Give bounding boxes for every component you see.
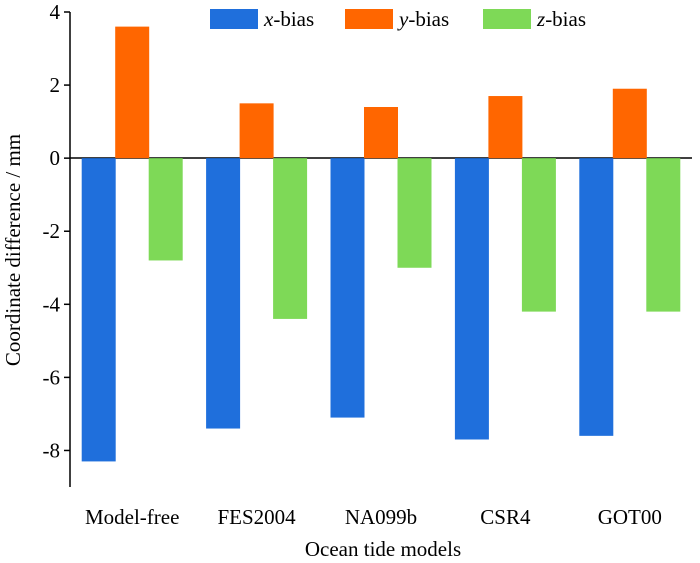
- x-tick-label: Model-free: [85, 505, 179, 529]
- bar-y-csr4: [488, 96, 523, 159]
- legend-swatch-x: [210, 9, 258, 29]
- bar-y-fes2004: [239, 103, 274, 159]
- x-tick-label: GOT00: [598, 505, 662, 529]
- bar-x-fes2004: [206, 158, 241, 429]
- legend-name-y: y-bias: [449, 25, 450, 26]
- legend-var-z: z: [536, 7, 545, 31]
- x-tick-label: FES2004: [218, 505, 297, 529]
- x-tick-label: NA099b: [345, 505, 417, 529]
- legend-label-x: x-biasx-bias: [263, 7, 315, 31]
- x-axis-title: Ocean tide models: [305, 537, 461, 561]
- legend-name-z: z-bias: [586, 25, 587, 26]
- bar-y-na099b: [364, 107, 398, 159]
- legend-suffix-y: -bias: [408, 7, 449, 31]
- bar-z-model-free: [148, 158, 183, 261]
- legend-swatch-y: [345, 9, 393, 29]
- bar-y-model-free: [115, 26, 150, 159]
- bar-z-got00: [646, 158, 681, 312]
- y-tick-label: 4: [50, 0, 61, 24]
- bar-z-na099b: [397, 158, 432, 268]
- y-axis-ticks: 4 2 0 -2 -4 -6 -8: [43, 0, 70, 462]
- y-tick-label: -6: [43, 365, 61, 389]
- bar-group: [81, 26, 681, 462]
- bar-x-model-free: [81, 158, 116, 462]
- bar-x-got00: [579, 158, 614, 436]
- bar-z-fes2004: [273, 158, 308, 319]
- y-tick-label: -8: [43, 438, 61, 462]
- legend-suffix-x: -bias: [273, 7, 314, 31]
- y-tick-label: -4: [43, 292, 61, 316]
- bar-y-got00: [612, 88, 647, 159]
- y-tick-label: 2: [50, 73, 61, 97]
- bar-z-csr4: [521, 158, 556, 312]
- x-axis-tick-labels: Model-free FES2004 NA099b CSR4 GOT00: [85, 505, 662, 529]
- legend-swatch-z: [483, 9, 531, 29]
- legend-suffix-z: -bias: [545, 7, 586, 31]
- legend-name-x: x-bias: [314, 25, 315, 26]
- x-tick-label: CSR4: [480, 505, 531, 529]
- y-tick-label: 0: [50, 146, 61, 170]
- legend-var-x: x: [263, 7, 274, 31]
- y-axis-title: Coordinate difference / mm: [1, 134, 25, 366]
- bar-x-csr4: [454, 158, 489, 440]
- y-tick-label: -2: [43, 219, 61, 243]
- plot-area: 4 2 0 -2 -4 -6 -8 Model-free FES2004 NA099b CSR4 G…: [43, 0, 692, 529]
- bar-x-na099b: [330, 158, 365, 418]
- legend-var-y: y: [397, 7, 409, 31]
